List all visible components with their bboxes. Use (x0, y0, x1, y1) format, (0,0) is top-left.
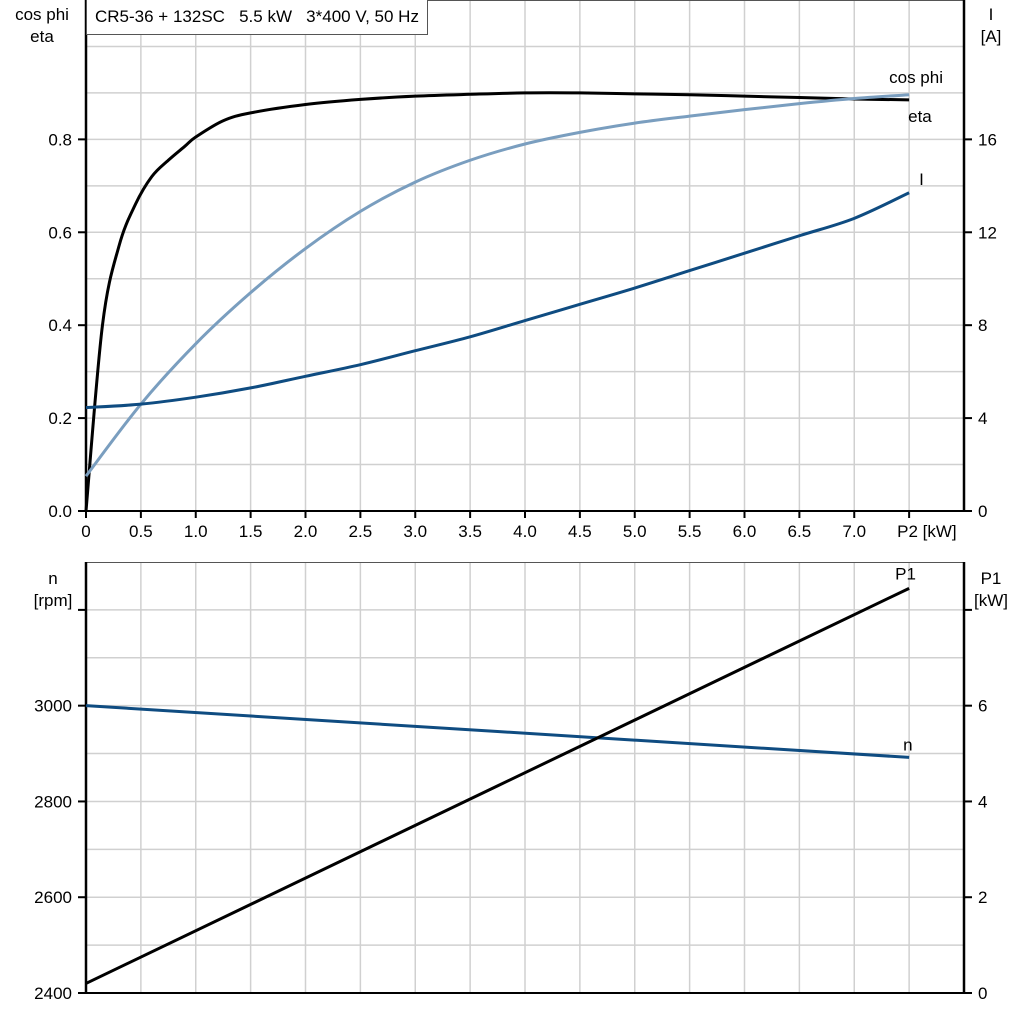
left-tick-label: 2800 (34, 792, 72, 811)
left-axis-label: cos phi (15, 5, 69, 24)
right-axis-label: I (989, 5, 994, 24)
x-axis-label: P2 [kW] (897, 522, 957, 541)
left-tick-label: 0.6 (48, 223, 72, 242)
left-tick-label: 0.0 (48, 502, 72, 521)
left-axis-label: n (48, 569, 57, 588)
series-label-n: n (903, 735, 912, 754)
x-tick-label: 6.0 (733, 522, 757, 541)
right-tick-label: 4 (978, 409, 987, 428)
series-line-P1 (85, 586, 910, 985)
left-tick-label: 2600 (34, 888, 72, 907)
x-tick-label: 1.5 (239, 522, 263, 541)
x-tick-label: 5.5 (678, 522, 702, 541)
right-axis-label: [A] (981, 27, 1002, 46)
x-tick-label: 4.5 (568, 522, 592, 541)
x-tick-label: 2.5 (349, 522, 373, 541)
series-label-I: I (919, 170, 924, 189)
chart-title: CR5-36 + 132SC 5.5 kW 3*400 V, 50 Hz (86, 0, 428, 35)
right-tick-label: 0 (978, 984, 987, 1003)
x-tick-label: 4.0 (513, 522, 537, 541)
right-axis-label: P1 (981, 569, 1002, 588)
left-axis-label: [rpm] (34, 591, 73, 610)
right-tick-label: 6 (978, 697, 987, 716)
x-tick-label: 1.0 (184, 522, 208, 541)
right-tick-label: 0 (978, 502, 987, 521)
series-line-cos-phi (84, 93, 910, 478)
left-axis-label: eta (30, 27, 54, 46)
right-axis-label: [kW] (974, 591, 1008, 610)
x-tick-label: 2.0 (294, 522, 318, 541)
x-tick-label: 6.5 (788, 522, 812, 541)
series-line-n (85, 704, 910, 759)
right-tick-label: 8 (978, 316, 987, 335)
x-tick-label: 7.0 (842, 522, 866, 541)
right-tick-label: 16 (978, 130, 997, 149)
x-tick-label: 0 (81, 522, 90, 541)
series-line-eta (84, 91, 910, 512)
right-tick-label: 2 (978, 888, 987, 907)
series-label-cos-phi: cos phi (889, 68, 943, 87)
left-tick-label: 0.8 (48, 130, 72, 149)
x-tick-label: 5.0 (623, 522, 647, 541)
x-tick-label: 3.0 (403, 522, 427, 541)
left-tick-label: 0.4 (48, 316, 72, 335)
left-tick-label: 0.2 (48, 409, 72, 428)
left-tick-label: 3000 (34, 697, 72, 716)
series-label-P1: P1 (895, 564, 916, 583)
series-line-I (85, 191, 910, 410)
right-tick-label: 12 (978, 223, 997, 242)
left-tick-label: 2400 (34, 984, 72, 1003)
x-tick-label: 3.5 (458, 522, 482, 541)
x-tick-label: 0.5 (129, 522, 153, 541)
series-label-eta: eta (908, 107, 932, 126)
right-tick-label: 4 (978, 792, 987, 811)
